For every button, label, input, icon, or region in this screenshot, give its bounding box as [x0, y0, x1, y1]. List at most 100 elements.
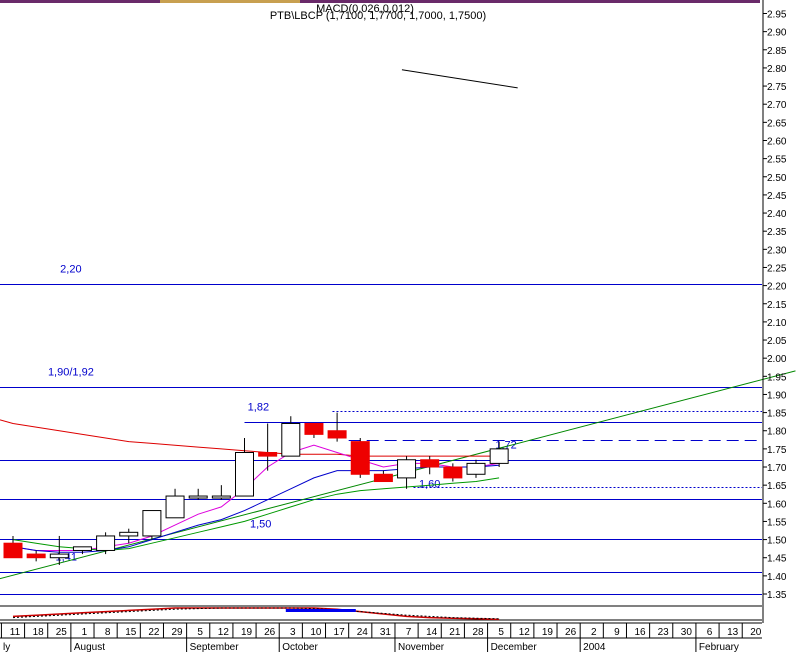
candle — [373, 470, 393, 483]
moving-average-line — [12, 477, 500, 552]
candle-body — [211, 495, 231, 499]
day-label: 19 — [241, 627, 253, 638]
price-tick-label: 2.05 — [767, 336, 787, 347]
top-strip-bar — [0, 0, 760, 3]
price-tick-label: 2.90 — [767, 28, 787, 39]
price-tick-label: 1.80 — [767, 427, 787, 438]
candle-body — [373, 473, 393, 483]
price-tick-label: 1.60 — [767, 499, 787, 510]
price-tick-label: 2.25 — [767, 263, 787, 274]
candle — [119, 528, 139, 544]
price-tick-label: 1.40 — [767, 572, 787, 583]
day-label: 10 — [310, 627, 322, 638]
candle — [26, 550, 46, 562]
price-tick-label: 1.70 — [767, 463, 787, 474]
candle — [350, 437, 370, 478]
day-label: 12 — [519, 627, 531, 638]
day-label: 28 — [472, 627, 484, 638]
day-label: 5 — [498, 627, 504, 638]
candle — [235, 437, 254, 497]
day-label: 25 — [56, 627, 68, 638]
day-label: 30 — [681, 627, 693, 638]
candle — [188, 488, 208, 500]
candle-body — [281, 422, 301, 457]
day-label: 31 — [380, 627, 392, 638]
candlesticks — [3, 412, 509, 565]
level-label: 1,50 — [250, 519, 271, 531]
candle — [165, 488, 185, 519]
day-label: 16 — [634, 627, 646, 638]
candle — [72, 546, 92, 555]
candle-body — [258, 452, 278, 457]
day-label: 6 — [707, 627, 713, 638]
day-label: 23 — [658, 627, 670, 638]
candle — [96, 532, 116, 555]
price-tick-label: 2.50 — [767, 173, 787, 184]
moving-averages — [0, 419, 500, 553]
day-label: 24 — [357, 627, 369, 638]
header-line-2: PTB\LBCP (1,7100, 1,7700, 1,7000, 1,7500… — [270, 10, 486, 22]
candle — [466, 459, 486, 478]
trendline — [0, 370, 796, 580]
indicator-highlight-bar — [285, 609, 356, 612]
candle-body — [420, 459, 440, 468]
day-label: 13 — [727, 627, 739, 638]
price-tick-label: 1.65 — [767, 481, 787, 492]
day-label: 3 — [290, 627, 296, 638]
macd-indicator-panel — [0, 605, 762, 621]
candle-body — [165, 495, 185, 519]
candle-body — [397, 459, 417, 479]
month-label: October — [282, 642, 318, 652]
candle-body — [72, 546, 92, 551]
day-label: 26 — [565, 627, 577, 638]
day-label: 8 — [105, 627, 111, 638]
day-label: 11 — [10, 627, 21, 638]
price-axis: 2.95 2.90 2.85 2.80 2.75 2.70 2.65 2.60 2.55 2.50… — [762, 0, 787, 623]
day-label: 26 — [264, 627, 276, 638]
candle-body — [327, 430, 347, 439]
candle — [327, 412, 347, 442]
candle — [420, 456, 440, 475]
candle-body — [235, 452, 254, 497]
price-tick-label: 1.35 — [767, 590, 787, 601]
price-tick-label: 2.75 — [767, 82, 787, 93]
day-label: 18 — [33, 627, 45, 638]
price-tick-label: 1.85 — [767, 409, 787, 420]
candle — [258, 423, 278, 471]
level-label: 1,82 — [248, 402, 269, 414]
day-label: 17 — [334, 627, 346, 638]
candle — [281, 416, 301, 457]
candle-body — [188, 495, 208, 499]
price-tick-label: 2.15 — [767, 300, 787, 311]
price-tick-label: 2.40 — [767, 209, 787, 220]
support-resistance-levels — [0, 284, 762, 595]
day-label: 9 — [614, 627, 620, 638]
day-label: 15 — [125, 627, 137, 638]
candle-body — [3, 542, 23, 559]
day-label: 21 — [449, 627, 461, 638]
month-label: December — [491, 642, 538, 652]
price-tick-label: 2.00 — [767, 354, 787, 365]
price-tick-label: 2.60 — [767, 136, 787, 147]
price-tick-label: 1.50 — [767, 536, 787, 547]
price-tick-label: 1.45 — [767, 554, 787, 565]
month-label: September — [190, 642, 240, 652]
month-label: ly — [3, 642, 10, 652]
candle-body — [489, 448, 509, 464]
moving-average-line — [12, 464, 500, 553]
candle-body — [49, 553, 69, 559]
candle — [443, 463, 463, 482]
candle-body — [443, 466, 463, 479]
time-axis: 11 18 25 1 8 15 22 29 5 12 19 26 3 10 17 24 31 7 14 21 28 5 12… — [0, 622, 762, 652]
moving-average-line — [12, 444, 500, 551]
day-label: 7 — [406, 627, 412, 638]
price-tick-label: 2.95 — [767, 10, 787, 21]
price-tick-label: 2.30 — [767, 245, 787, 256]
month-label: November — [398, 642, 445, 652]
candle-body — [26, 553, 46, 559]
price-tick-label: 1.75 — [767, 445, 787, 456]
level-label: 1,90/1,92 — [48, 367, 94, 379]
candle — [489, 441, 509, 468]
